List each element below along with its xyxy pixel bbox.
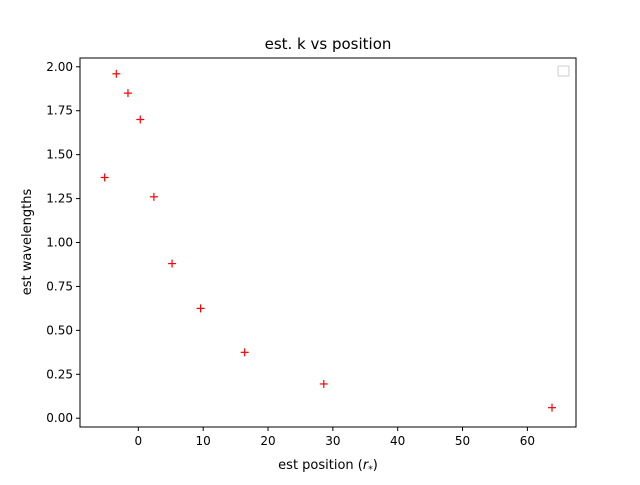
data-point	[196, 304, 205, 313]
x-axis: 0 10 20 30 40 50 60	[135, 427, 535, 448]
data-point	[100, 173, 109, 182]
x-tick-label: 0	[135, 434, 143, 448]
x-tick-label: 10	[196, 434, 211, 448]
plot-area: 0 10 20 30 40 50 60 0.00 0.25 0.50 0.75 1.00 1.25 1.…	[46, 57, 577, 448]
data-point	[149, 192, 158, 201]
legend-box	[557, 65, 570, 77]
x-tick-label: 40	[390, 434, 405, 448]
data-point	[240, 348, 249, 357]
axes-frame	[79, 57, 577, 428]
x-tick-label: 20	[260, 434, 275, 448]
y-axis-label: est wavelengths	[20, 189, 35, 296]
y-axis: 0.00 0.25 0.50 0.75 1.00 1.25 1.50 1.75 2.00	[46, 60, 80, 425]
data-point	[319, 379, 328, 388]
data-point	[548, 403, 557, 412]
x-axis-label-sub: *	[368, 465, 373, 475]
x-axis-label-math: r	[363, 458, 370, 473]
x-tick-label: 50	[455, 434, 470, 448]
x-axis-label: est position (r*)	[278, 458, 378, 475]
y-tick-label: 1.75	[46, 104, 73, 118]
y-tick-label: 0.50	[46, 323, 73, 337]
x-tick-label: 60	[520, 434, 535, 448]
x-axis-label-close: )	[373, 458, 378, 473]
y-tick-label: 1.00	[46, 236, 73, 250]
y-tick-label: 0.25	[46, 367, 73, 381]
x-tick-label: 30	[325, 434, 340, 448]
data-point	[168, 259, 177, 268]
data-point	[123, 89, 132, 98]
data-point	[112, 69, 121, 78]
y-tick-label: 0.75	[46, 279, 73, 293]
y-tick-label: 2.00	[46, 60, 73, 74]
chart-title: est. k vs position	[265, 35, 392, 53]
y-tick-label: 0.00	[46, 411, 73, 425]
y-tick-label: 1.25	[46, 192, 73, 206]
x-axis-label-text: est position (	[278, 458, 363, 473]
data-point	[136, 115, 145, 124]
y-tick-label: 1.50	[46, 148, 73, 162]
data-series	[100, 69, 557, 412]
